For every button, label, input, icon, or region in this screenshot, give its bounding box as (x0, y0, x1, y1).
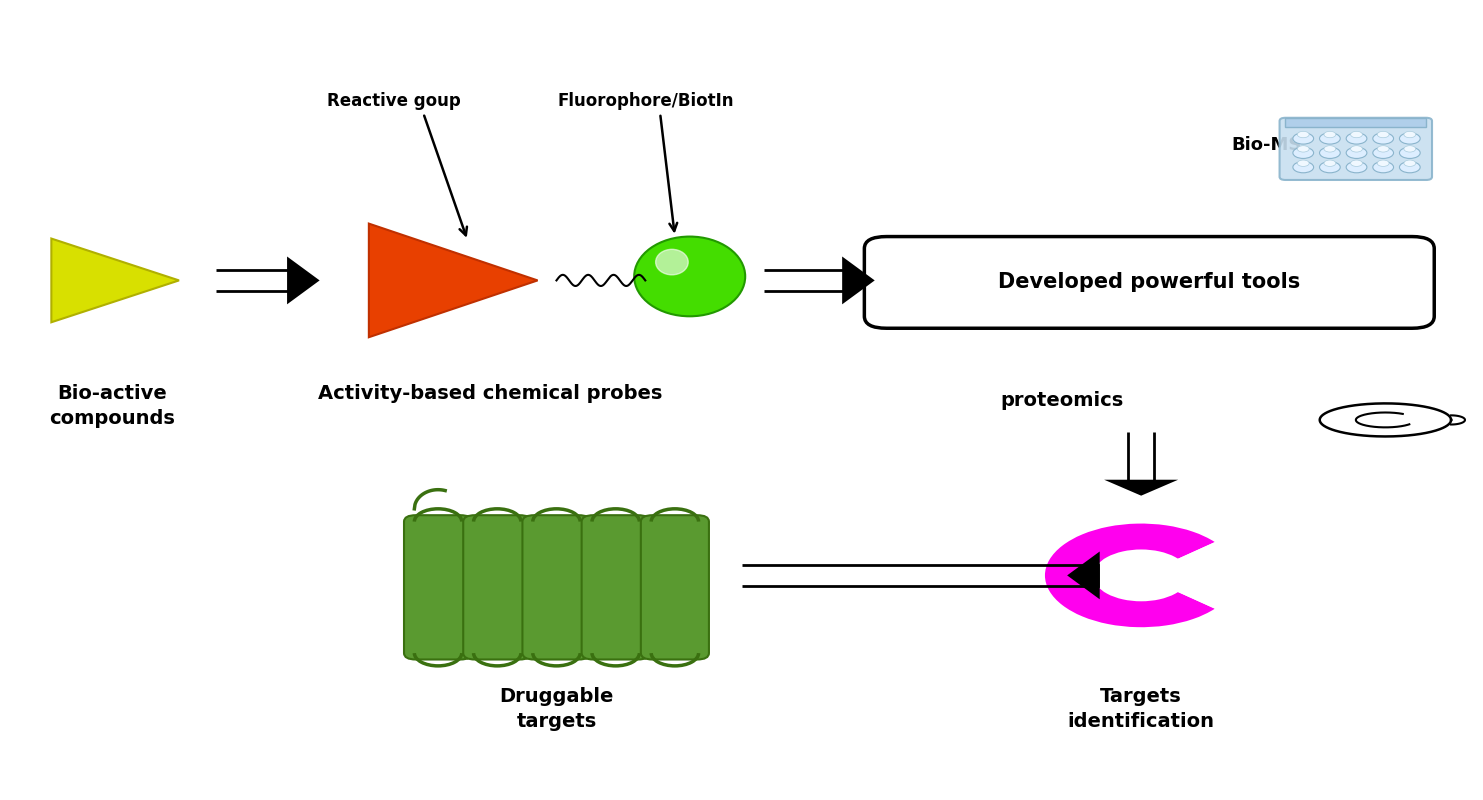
Polygon shape (369, 224, 538, 338)
Text: Bio-MS: Bio-MS (1232, 136, 1302, 154)
Text: proteomics: proteomics (1001, 390, 1124, 410)
Circle shape (1373, 162, 1394, 173)
Polygon shape (842, 257, 875, 304)
Circle shape (1400, 133, 1421, 144)
Circle shape (1347, 162, 1367, 173)
FancyBboxPatch shape (865, 237, 1434, 328)
Circle shape (1298, 146, 1309, 152)
Polygon shape (288, 257, 320, 304)
Circle shape (1378, 160, 1390, 166)
Circle shape (1298, 131, 1309, 138)
Circle shape (1404, 146, 1416, 152)
FancyBboxPatch shape (581, 515, 650, 659)
Polygon shape (1068, 551, 1100, 599)
Circle shape (1320, 133, 1341, 144)
Circle shape (1298, 160, 1309, 166)
Ellipse shape (635, 237, 744, 316)
Ellipse shape (655, 250, 688, 275)
Circle shape (1293, 162, 1314, 173)
Text: Bio-active
compounds: Bio-active compounds (49, 384, 175, 428)
FancyBboxPatch shape (641, 515, 709, 659)
Polygon shape (52, 238, 179, 322)
Text: Activity-based chemical probes: Activity-based chemical probes (317, 384, 661, 403)
Circle shape (1293, 133, 1314, 144)
FancyBboxPatch shape (1280, 118, 1433, 180)
Circle shape (1347, 147, 1367, 158)
Wedge shape (1140, 541, 1243, 610)
Bar (1286, 118, 1427, 127)
Text: Targets
identification: Targets identification (1068, 687, 1215, 731)
Wedge shape (1046, 523, 1215, 627)
Circle shape (1400, 162, 1421, 173)
Text: Developed powerful tools: Developed powerful tools (998, 273, 1301, 293)
Wedge shape (1093, 550, 1189, 602)
Circle shape (1320, 162, 1341, 173)
Circle shape (1320, 147, 1341, 158)
Circle shape (1404, 160, 1416, 166)
Text: Reactive goup: Reactive goup (326, 92, 461, 110)
Circle shape (1378, 146, 1390, 152)
Circle shape (1351, 146, 1363, 152)
Text: Druggable
targets: Druggable targets (500, 687, 614, 731)
Circle shape (1351, 131, 1363, 138)
Circle shape (1324, 160, 1336, 166)
Circle shape (1324, 131, 1336, 138)
Circle shape (1351, 160, 1363, 166)
FancyBboxPatch shape (403, 515, 472, 659)
Text: Fluorophore/BiotIn: Fluorophore/BiotIn (558, 92, 734, 110)
Polygon shape (1105, 480, 1178, 496)
Circle shape (1373, 147, 1394, 158)
Circle shape (1378, 131, 1390, 138)
Circle shape (1293, 147, 1314, 158)
Circle shape (1400, 147, 1421, 158)
Circle shape (1373, 133, 1394, 144)
FancyBboxPatch shape (463, 515, 531, 659)
Circle shape (1347, 133, 1367, 144)
Circle shape (1324, 146, 1336, 152)
FancyBboxPatch shape (522, 515, 590, 659)
Circle shape (1404, 131, 1416, 138)
